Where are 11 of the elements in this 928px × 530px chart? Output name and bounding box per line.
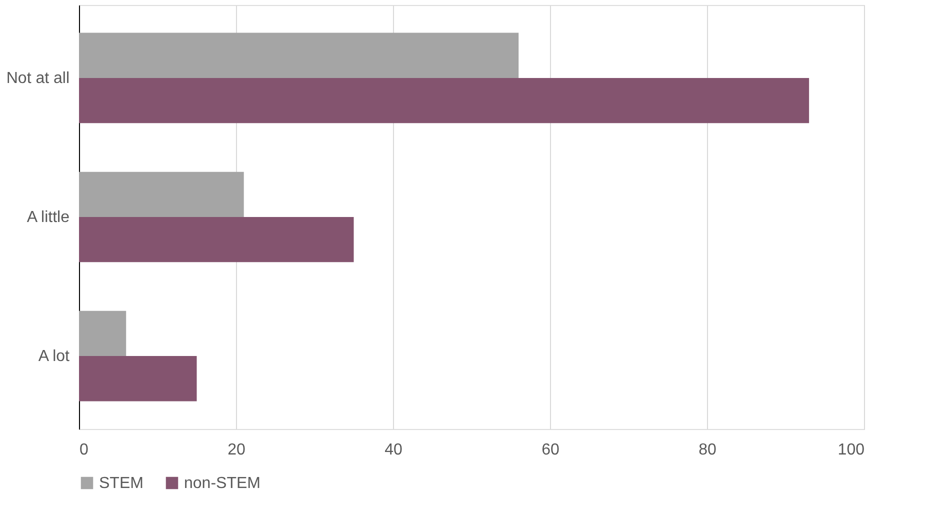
legend-label: STEM <box>99 475 144 492</box>
y-tick-label: A little <box>26 209 70 226</box>
y-tick-label: Not at all <box>6 70 70 87</box>
x-tick-label: 80 <box>698 442 716 458</box>
x-tick-label: 100 <box>838 442 865 458</box>
legend-label: non-STEM <box>184 475 260 492</box>
x-tick-label: 0 <box>80 442 88 458</box>
x-tick-label: 60 <box>542 442 560 458</box>
x-tick-label: 40 <box>384 442 402 458</box>
y-tick-label: A lot <box>38 348 70 366</box>
x-tick-label: 20 <box>228 442 246 458</box>
